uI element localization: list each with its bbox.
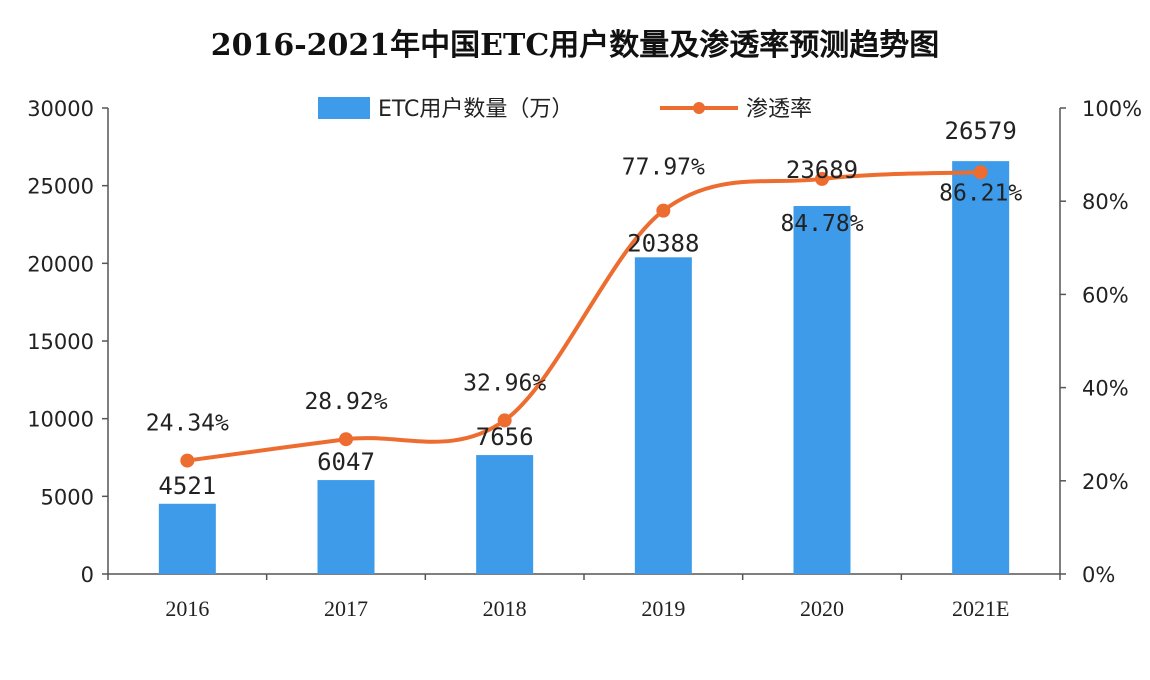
x-tick-label: 2016 (165, 596, 209, 621)
right-tick-label: 40% (1082, 377, 1129, 401)
bar-value-label: 23689 (786, 156, 858, 184)
line-value-label: 86.21% (939, 180, 1022, 206)
bar-2018 (476, 455, 534, 574)
right-tick-label: 100% (1082, 97, 1142, 121)
line-value-label: 28.92% (304, 389, 387, 415)
line-point-2021E (973, 165, 988, 180)
right-tick-label: 20% (1082, 470, 1129, 494)
chart-title: 2016-2021年中国ETC用户数量及渗透率预测趋势图 (210, 28, 940, 63)
line-value-label: 32.96% (463, 370, 546, 396)
bar-value-label: 20388 (627, 229, 699, 257)
bar-2019 (634, 257, 692, 574)
legend-bar-swatch (318, 97, 370, 119)
legend-line-label: 渗透率 (746, 97, 812, 122)
line-point-2017 (339, 432, 353, 447)
x-tick-label: 2019 (641, 596, 685, 621)
right-tick-label: 0% (1082, 563, 1115, 587)
legend-layer: ETC用户数量（万） 渗透率 (318, 97, 812, 122)
x-tick-label: 2017 (324, 596, 368, 621)
x-tick-label: 2018 (483, 596, 527, 621)
labels-layer: 4521 6047 7656 20388 23689 26579 24.34% 28.92% 3… (146, 117, 1023, 500)
bar-value-label: 4521 (158, 472, 216, 500)
bar-value-label: 7656 (476, 423, 534, 451)
legend-line-marker (693, 102, 705, 114)
right-tick-label: 80% (1082, 190, 1129, 214)
line-value-label: 77.97% (622, 155, 705, 181)
left-tick-label: 20000 (27, 252, 94, 276)
left-tick-label: 5000 (41, 485, 94, 509)
left-tick-label: 10000 (27, 408, 94, 432)
x-tick-label: 2021E (952, 596, 1009, 621)
line-layer (180, 165, 988, 468)
x-tick-label: 2020 (800, 596, 844, 621)
left-tick-label: 0 (81, 563, 94, 587)
bar-value-label: 6047 (317, 448, 375, 476)
legend-bar-label: ETC用户数量（万） (378, 97, 573, 122)
bar-value-label: 26579 (945, 117, 1017, 145)
bars-layer (158, 161, 1010, 574)
bar-2020 (793, 206, 851, 574)
bar-2021E (952, 161, 1010, 574)
line-point-2016 (180, 453, 195, 468)
line-point-2019 (656, 203, 671, 218)
left-tick-label: 30000 (27, 97, 94, 121)
bar-2016 (158, 503, 216, 574)
bar-2017 (317, 480, 375, 574)
line-point-2018 (497, 413, 512, 428)
right-tick-label: 60% (1082, 283, 1129, 307)
line-value-label: 84.78% (780, 211, 863, 237)
axes-layer: 0 5000 10000 15000 20000 25000 30000 0% 20% 40% 60… (27, 97, 1142, 621)
line-point-2020 (815, 171, 829, 186)
left-tick-label: 15000 (27, 330, 94, 354)
left-tick-label: 25000 (27, 175, 94, 199)
line-value-label: 24.34% (146, 411, 229, 437)
